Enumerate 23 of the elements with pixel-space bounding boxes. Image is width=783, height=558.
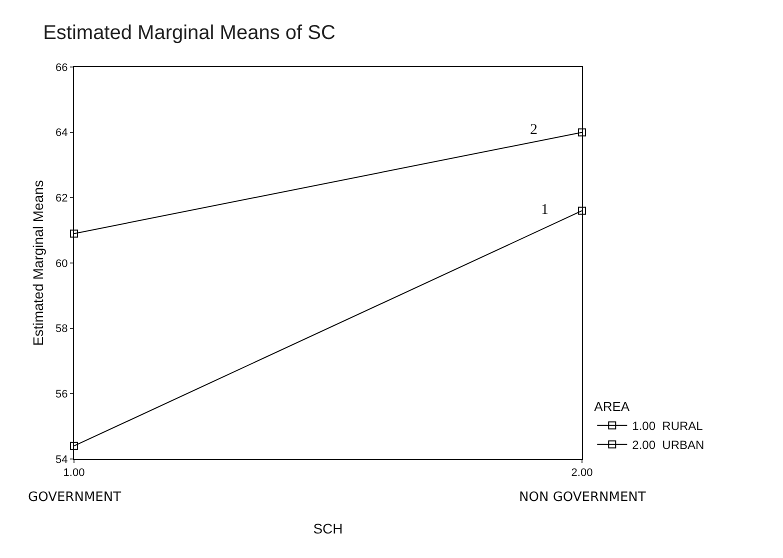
annotation: 2 — [530, 122, 538, 138]
point — [578, 206, 586, 215]
y-tick-label: 60 — [56, 258, 68, 270]
text: NON GOVERNMENT — [519, 490, 646, 505]
legend-label: 1.00 RURAL — [632, 419, 704, 434]
legend-label: 2.00 URBAN — [632, 438, 704, 452]
point — [578, 128, 586, 136]
y-tick-label: 64 — [56, 127, 68, 140]
point — [70, 230, 78, 238]
y-tick-label: 66 — [56, 62, 68, 74]
x-tick-label: 2.00 — [571, 467, 593, 480]
point — [70, 442, 78, 450]
x-tick-label: 1.00 — [63, 467, 85, 480]
y-axis-title: Estimated Marginal Means — [30, 180, 46, 346]
chart-title: Estimated Marginal Means of SC — [43, 22, 336, 44]
y-tick-label: 54 — [56, 454, 68, 466]
annotation: 1 — [541, 202, 548, 218]
legend-title: AREA — [594, 398, 630, 414]
y-tick-label: 56 — [56, 388, 68, 401]
x-axis-title: SCH — [313, 520, 343, 536]
y-tick-label: 58 — [56, 323, 68, 336]
text: GOVERNMENT — [28, 490, 122, 505]
y-tick-label: 62 — [56, 192, 68, 205]
